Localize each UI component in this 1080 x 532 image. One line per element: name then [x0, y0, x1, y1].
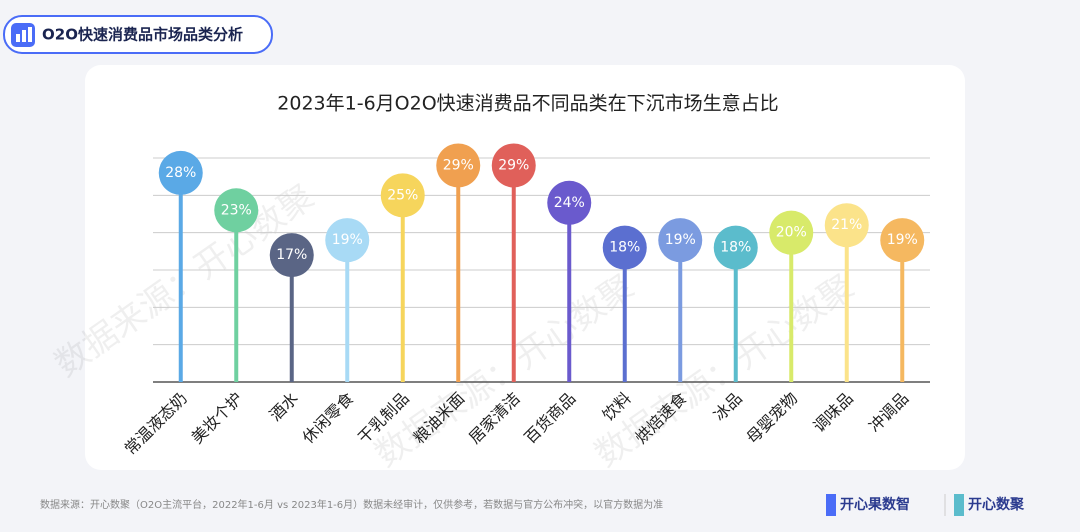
value-label: 21% [831, 217, 862, 233]
dot [269, 233, 314, 278]
value-label: 25% [387, 187, 418, 203]
value-label: 19% [887, 232, 918, 248]
dot [214, 188, 259, 233]
value-label: 20% [776, 225, 807, 241]
logo: 开心数聚 [968, 496, 1025, 513]
header-pill [3, 15, 273, 54]
header-icon-bar [28, 27, 32, 42]
dot [436, 143, 481, 188]
logo: 开心果数智 [840, 496, 910, 513]
header-icon-bar [22, 30, 26, 42]
logo-icon [954, 494, 964, 516]
dot [325, 218, 370, 263]
value-label: 17% [276, 247, 307, 263]
value-label: 19% [665, 232, 696, 248]
card [85, 65, 965, 470]
value-label: 29% [443, 157, 474, 173]
value-label: 28% [165, 165, 196, 181]
header-title: O2O快速消费品市场品类分析 [42, 26, 243, 44]
dot [880, 218, 925, 263]
dot [769, 210, 814, 255]
dot [824, 203, 869, 248]
value-label: 18% [720, 240, 751, 256]
header-icon-bar [16, 34, 20, 42]
chart-title: 2023年1-6月O2O快速消费品不同品类在下沉市场生意占比 [277, 93, 778, 115]
dot [713, 225, 758, 270]
dot [491, 143, 536, 188]
dot [380, 173, 425, 218]
value-label: 19% [332, 232, 363, 248]
value-label: 29% [498, 157, 529, 173]
dot [158, 150, 203, 195]
footer-source: 数据来源：开心数聚（O2O主流平台，2022年1-6月 vs 2023年1-6月… [40, 498, 663, 511]
logo-icon [826, 494, 836, 516]
dot [547, 180, 592, 225]
value-label: 18% [609, 240, 640, 256]
dot [602, 225, 647, 270]
dot [658, 218, 703, 263]
value-label: 23% [221, 202, 252, 218]
value-label: 24% [554, 195, 585, 211]
